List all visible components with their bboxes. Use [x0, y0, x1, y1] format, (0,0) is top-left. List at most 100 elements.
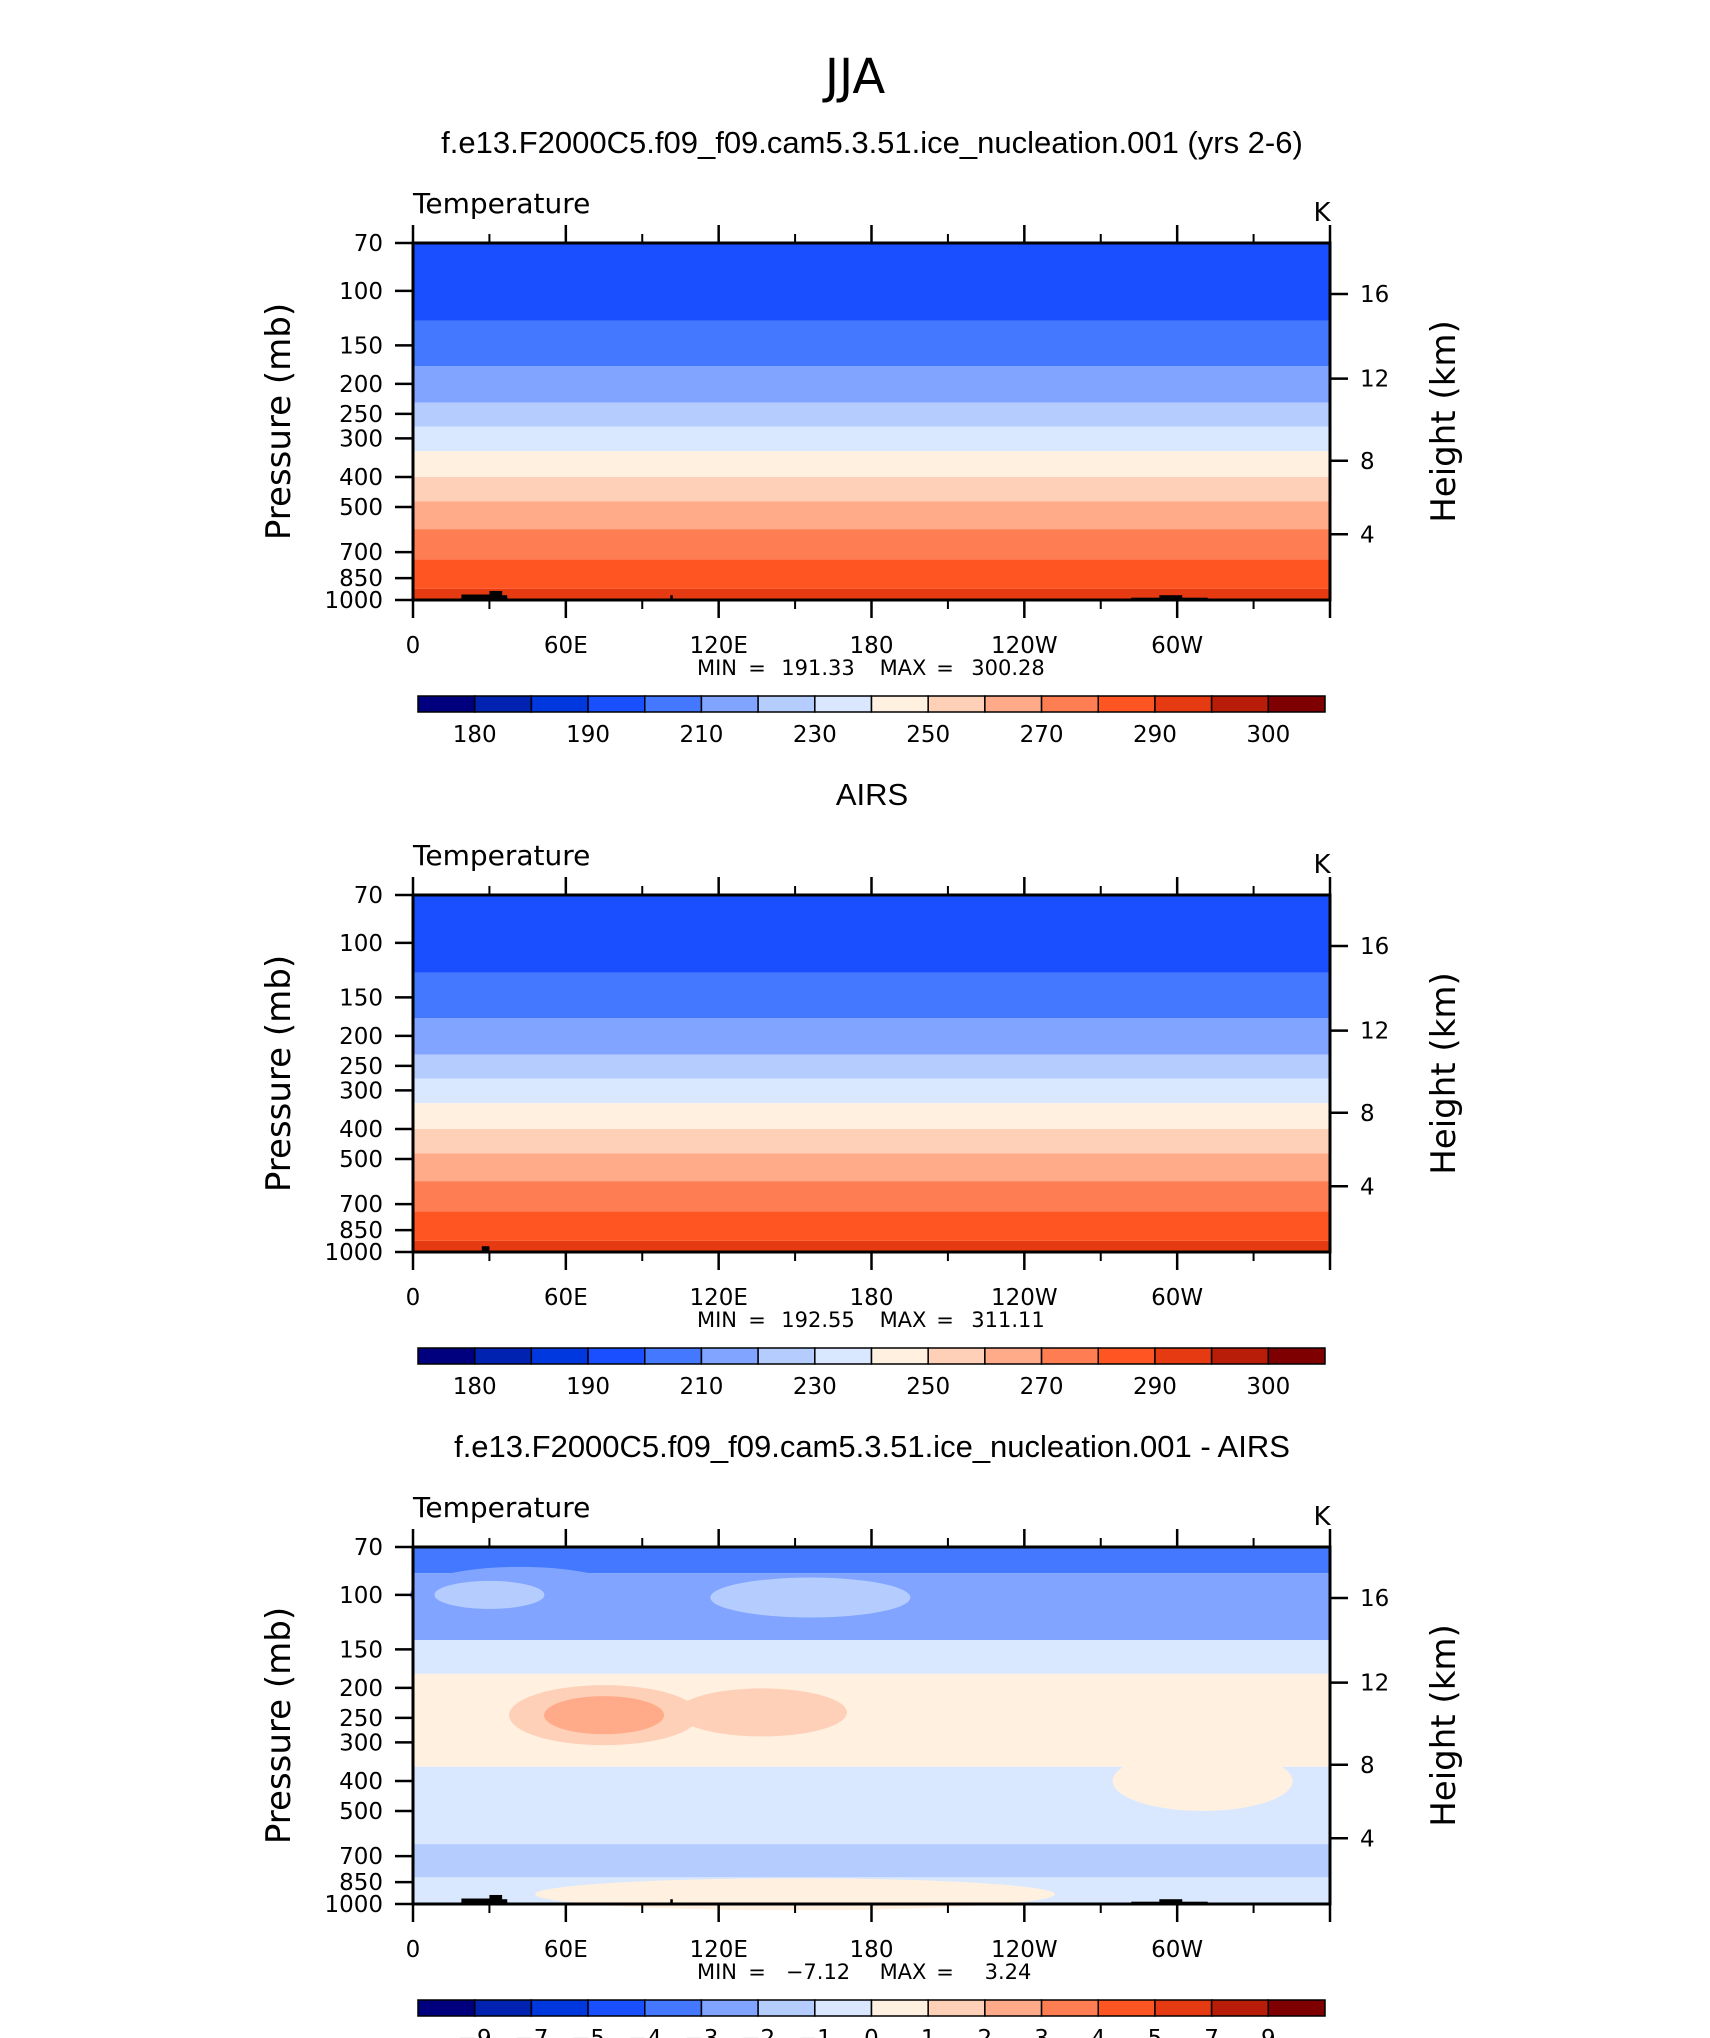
colorbar-tick-label: 190: [566, 1374, 610, 1400]
y-tick-label: 850: [339, 1870, 383, 1896]
y-tick-label: 200: [339, 1676, 383, 1702]
colorbar-swatch: [1040, 1999, 1099, 2017]
y-tick-label: 200: [339, 372, 383, 398]
colorbar-swatch: [1097, 1347, 1156, 1365]
y2-tick-label: 4: [1360, 522, 1375, 548]
contour-band: [413, 1240, 1330, 1252]
contour-band: [413, 1153, 1330, 1182]
colorbar-swatch: [700, 695, 759, 713]
colorbar-tick-label: 270: [1020, 722, 1064, 748]
colorbar-tick-label: 230: [793, 1374, 837, 1400]
colorbar-swatch: [644, 1347, 703, 1365]
colorbar-swatch: [587, 695, 646, 713]
colorbar-swatch: [814, 695, 873, 713]
variable-label: Temperature: [412, 839, 590, 872]
y-tick-label: 100: [339, 279, 383, 305]
colorbar-swatch: [473, 1347, 533, 1365]
x-tick-label: 60W: [1151, 633, 1203, 659]
x-tick-label: 60W: [1151, 1937, 1203, 1963]
y-axis-title: Pressure (mb): [259, 1607, 299, 1844]
min-equals: =: [748, 656, 766, 680]
y2-tick-label: 16: [1360, 282, 1389, 308]
y2-tick-label: 16: [1360, 934, 1389, 960]
y-tick-label: 850: [339, 1218, 383, 1244]
panels: f.e13.F2000C5.f09_f09.cam5.3.51.ice_nucl…: [259, 125, 1464, 2038]
colorbar-tick-label: 3: [1034, 2026, 1049, 2038]
contour-band: [434, 1580, 545, 1609]
y2-tick-label: 4: [1360, 1174, 1375, 1200]
contour-band: [676, 1688, 847, 1737]
min-value: −7.12: [786, 1960, 850, 1984]
y2-tick-label: 16: [1360, 1586, 1389, 1612]
x-tick-label: 180: [850, 1285, 894, 1311]
colorbar-swatch: [927, 695, 986, 713]
y-tick-label: 70: [354, 883, 383, 909]
colorbar-swatch: [530, 1347, 589, 1365]
max-equals: =: [936, 1960, 954, 1984]
colorbar-swatch: [530, 1999, 589, 2017]
y-tick-label: 700: [339, 1844, 383, 1870]
x-tick-label: 0: [406, 633, 421, 659]
y-tick-label: 250: [339, 1054, 383, 1080]
y-tick-label: 1000: [324, 1240, 383, 1266]
colorbar-swatch: [1040, 1347, 1099, 1365]
colorbar-tick-label: 2: [978, 2026, 993, 2038]
x-tick-label: 120E: [689, 1285, 747, 1311]
colorbar-swatch: [587, 1347, 646, 1365]
colorbar-swatch: [757, 695, 816, 713]
topography-mask: [481, 1246, 490, 1252]
y-tick-label: 300: [339, 1730, 383, 1756]
colorbar-tick-label: 190: [566, 722, 610, 748]
colorbar-tick-label: 300: [1246, 1374, 1290, 1400]
y-tick-label: 150: [339, 1637, 383, 1663]
variable-label: Temperature: [412, 1491, 590, 1524]
max-value: 3.24: [985, 1960, 1032, 1984]
y2-axis-title: Height (km): [1424, 972, 1464, 1175]
figure-title: JJA: [822, 49, 885, 105]
colorbar-tick-label: 290: [1133, 1374, 1177, 1400]
y2-tick-label: 8: [1360, 1101, 1375, 1127]
min-value: 191.33: [781, 656, 854, 680]
min-value: 192.55: [781, 1308, 854, 1332]
contour-band: [413, 451, 1330, 477]
y-tick-label: 850: [339, 566, 383, 592]
contour-band: [413, 1018, 1330, 1055]
contour-band: [413, 476, 1330, 502]
contour-band: [413, 895, 1330, 973]
colorbar-swatch: [984, 1999, 1043, 2017]
x-tick-label: 0: [406, 1285, 421, 1311]
x-tick-label: 120W: [991, 1285, 1058, 1311]
units-label: K: [1313, 198, 1331, 228]
x-tick-label: 120W: [991, 633, 1058, 659]
y2-tick-label: 12: [1360, 1019, 1389, 1045]
colorbar-swatch: [870, 1999, 929, 2017]
colorbar-swatch: [417, 1347, 476, 1365]
y-tick-label: 70: [354, 231, 383, 257]
panel-title: f.e13.F2000C5.f09_f09.cam5.3.51.ice_nucl…: [441, 125, 1303, 160]
colorbar-tick-label: 9: [1261, 2026, 1276, 2038]
topography-mask: [670, 1899, 673, 1904]
colorbar-swatch: [587, 1999, 646, 2017]
y-tick-label: 1000: [324, 588, 383, 614]
contour-band: [413, 1128, 1330, 1154]
y2-tick-label: 8: [1360, 449, 1375, 475]
contour-band: [413, 529, 1330, 560]
colorbar-tick-label: −5: [571, 2026, 605, 2038]
colorbar-swatch: [1097, 1999, 1156, 2017]
topography-mask: [670, 595, 673, 600]
colorbar-swatch: [1210, 695, 1270, 713]
topography-mask: [461, 594, 495, 600]
colorbar-tick-label: 250: [906, 722, 950, 748]
colorbar-tick-label: 300: [1246, 722, 1290, 748]
contour-band: [413, 1640, 1330, 1674]
max-equals: =: [936, 1308, 954, 1332]
contour-band: [413, 366, 1330, 403]
colorbar-swatch: [870, 1347, 929, 1365]
colorbar-swatch: [1267, 1999, 1326, 2017]
max-label: MAX: [880, 1960, 927, 1984]
x-tick-label: 60E: [544, 1285, 588, 1311]
topography-mask: [1159, 1899, 1183, 1904]
max-value: 311.11: [971, 1308, 1044, 1332]
